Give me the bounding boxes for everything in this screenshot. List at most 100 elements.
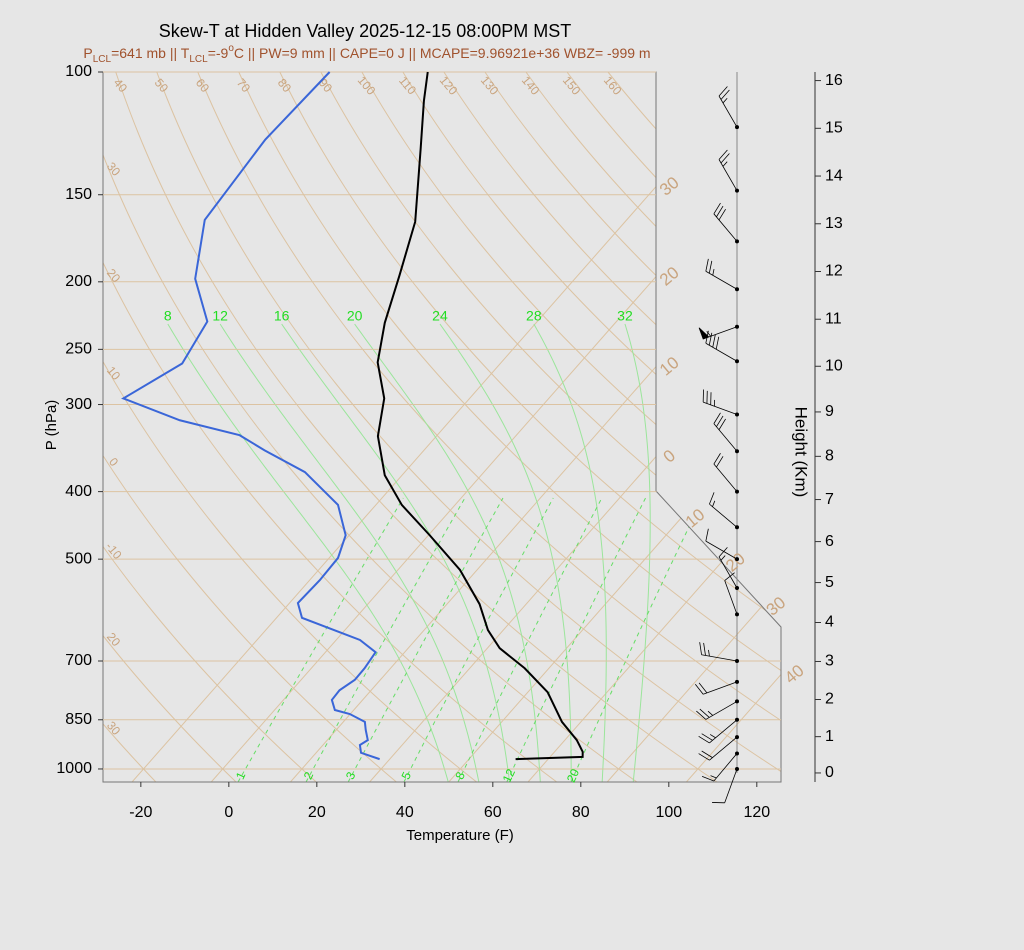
moist-adiabat-label: 12 bbox=[212, 308, 228, 324]
height-tick-label: 3 bbox=[825, 653, 834, 670]
wind-barb bbox=[705, 528, 738, 560]
wind-barb bbox=[718, 547, 738, 589]
moist-adiabat-label: 24 bbox=[432, 308, 448, 324]
y-axis-label: P (hPa) bbox=[43, 400, 60, 451]
y-tick-label: 700 bbox=[65, 652, 92, 669]
wind-barb-base bbox=[735, 557, 739, 562]
y-tick-label: 500 bbox=[65, 550, 92, 567]
moist-adiabat bbox=[354, 323, 541, 782]
y-tick-label: 850 bbox=[65, 711, 92, 728]
wind-barb bbox=[713, 453, 738, 492]
wind-barb bbox=[705, 258, 738, 290]
wind-barb bbox=[701, 753, 738, 782]
height-tick-label: 15 bbox=[825, 120, 843, 137]
wind-barb-base bbox=[735, 125, 739, 130]
wind-barb-base bbox=[735, 717, 739, 722]
wind-barb-base bbox=[735, 751, 739, 756]
dry-adiabat bbox=[103, 72, 558, 782]
moist-adiabat bbox=[281, 323, 511, 782]
wind-barb bbox=[713, 202, 738, 242]
isotherm bbox=[290, 72, 781, 782]
sounding-line bbox=[121, 71, 380, 761]
wind-barb-base bbox=[735, 699, 739, 704]
dry-adiabat bbox=[525, 72, 781, 782]
mixing-ratio-line bbox=[570, 497, 704, 782]
chart-title: Skew-T at Hidden Valley 2025-12-15 08:00… bbox=[159, 21, 572, 41]
wind-barb-base bbox=[735, 412, 739, 417]
moist-adiabat-label: 32 bbox=[617, 308, 633, 324]
wind-barb bbox=[718, 149, 738, 191]
wind-barb-base bbox=[735, 586, 739, 591]
height-tick-label: 10 bbox=[825, 357, 843, 374]
height-tick-label: 1 bbox=[825, 728, 834, 745]
height-tick-label: 9 bbox=[825, 403, 834, 420]
wind-barb bbox=[705, 330, 738, 362]
wind-barb bbox=[698, 736, 738, 761]
chart-subtitle: PLCL=641 mb || TLCL=-9oC || PW=9 mm || C… bbox=[83, 43, 650, 65]
y-tick-label: 200 bbox=[65, 273, 92, 290]
height-tick-label: 11 bbox=[825, 310, 842, 327]
dry-adiabat bbox=[103, 72, 397, 782]
x-tick-label: 0 bbox=[224, 804, 233, 821]
height-tick-label: 5 bbox=[825, 574, 834, 591]
dry-adiabat bbox=[238, 72, 781, 782]
moist-adiabat-label: 28 bbox=[526, 308, 542, 324]
isotherm bbox=[527, 72, 781, 782]
height-tick-label: 0 bbox=[825, 764, 834, 781]
height-tick-label: 14 bbox=[825, 167, 843, 184]
wind-barb bbox=[713, 412, 738, 452]
y-tick-label: 250 bbox=[65, 341, 92, 358]
moist-adiabat bbox=[624, 323, 651, 782]
subtitle-part: =641 mb || T bbox=[111, 45, 190, 61]
y-tick-label: 400 bbox=[65, 483, 92, 500]
wind-barb-base bbox=[735, 324, 739, 329]
dry-adiabat bbox=[115, 72, 718, 782]
wind-barb bbox=[698, 326, 738, 340]
subtitle-part: =-9 bbox=[208, 45, 229, 61]
moist-adiabat-label: 8 bbox=[164, 308, 172, 324]
height-tick-label: 7 bbox=[825, 491, 834, 508]
y-tick-label: 300 bbox=[65, 396, 92, 413]
height-tick-label: 4 bbox=[825, 614, 834, 631]
sounding-line bbox=[376, 71, 584, 761]
wind-barb bbox=[694, 681, 738, 695]
y-tick-label: 150 bbox=[65, 186, 92, 203]
x-axis-label: Temperature (F) bbox=[406, 827, 514, 844]
y-tick-label: 100 bbox=[65, 63, 92, 80]
wind-barb bbox=[709, 492, 738, 528]
dry-adiabat bbox=[103, 72, 638, 782]
height-tick-label: 8 bbox=[825, 448, 834, 465]
subtitle-part: C || PW=9 mm || CAPE=0 J || MCAPE=9.9692… bbox=[234, 45, 651, 61]
subtitle-part: LCL bbox=[93, 54, 112, 65]
x-tick-label: 40 bbox=[396, 804, 414, 821]
y-tick-label: 1000 bbox=[56, 760, 92, 777]
subtitle-part: o bbox=[228, 43, 234, 54]
moist-adiabat bbox=[167, 323, 450, 782]
dry-adiabat bbox=[320, 72, 781, 782]
mixing-ratio-label: 20 bbox=[564, 766, 582, 784]
height-tick-label: 2 bbox=[825, 691, 834, 708]
mixing-ratio-line bbox=[305, 497, 466, 782]
mixing-ratio-line bbox=[403, 497, 554, 782]
wind-barb-base bbox=[735, 188, 739, 193]
x-tick-label: -20 bbox=[129, 804, 152, 821]
x-tick-label: 60 bbox=[484, 804, 502, 821]
wind-barb bbox=[699, 642, 738, 662]
wind-barb-base bbox=[735, 612, 739, 617]
wind-barb-base bbox=[735, 659, 739, 664]
x-tick-label: 80 bbox=[572, 804, 590, 821]
subtitle-part: LCL bbox=[189, 54, 208, 65]
wind-barb bbox=[702, 389, 738, 415]
height-tick-label: 16 bbox=[825, 72, 843, 89]
height-tick-label: 6 bbox=[825, 533, 834, 550]
wind-barb-base bbox=[735, 489, 739, 494]
dry-adiabat bbox=[484, 72, 781, 782]
isotherm bbox=[131, 72, 758, 782]
wind-barb bbox=[698, 719, 738, 744]
wind-barb-base bbox=[735, 359, 739, 364]
mixing-ratio-label: 12 bbox=[500, 766, 518, 784]
x-tick-label: 20 bbox=[308, 804, 326, 821]
subtitle-part: P bbox=[83, 45, 92, 61]
dry-adiabat bbox=[156, 72, 781, 782]
